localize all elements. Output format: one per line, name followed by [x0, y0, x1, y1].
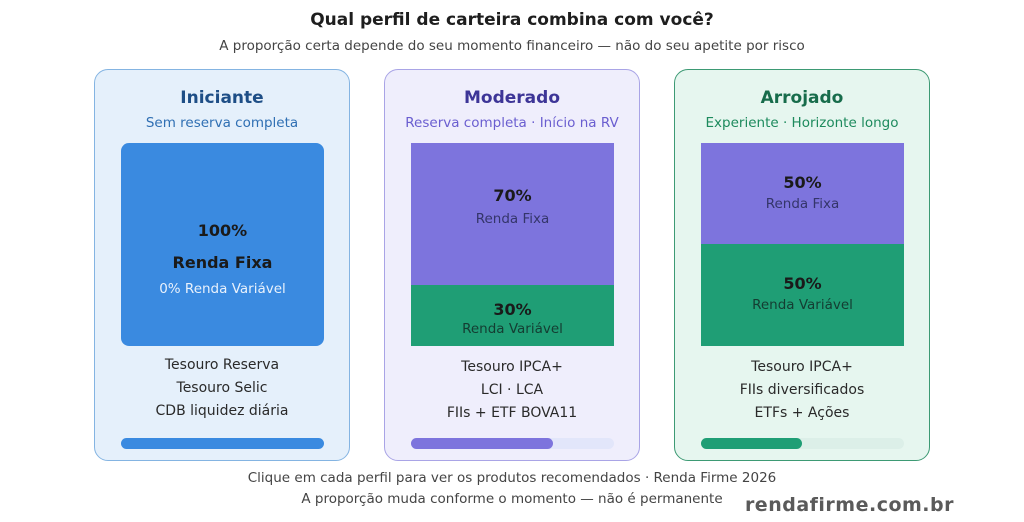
- profile-name: Moderado: [464, 88, 560, 108]
- product-item: CDB liquidez diária: [155, 403, 289, 419]
- product-item: Tesouro Selic: [176, 380, 268, 396]
- product-item: Tesouro Reserva: [164, 357, 280, 373]
- page-subtitle: A proporção certa depende do seu momento…: [219, 38, 805, 54]
- product-item: FIIs + ETF BOVA11: [446, 405, 578, 421]
- profile-subtitle: Sem reserva completa: [145, 115, 299, 131]
- fixed-income-percent: 50%: [783, 173, 822, 192]
- allocation-stack: 50% Renda Fixa 50% Renda Variável: [701, 143, 904, 346]
- allocation-block: 100% Renda Fixa 0% Renda Variável: [121, 143, 324, 346]
- allocation-progress-fill: [701, 438, 802, 449]
- product-item: Tesouro IPCA+: [461, 359, 563, 375]
- profile-name: Iniciante: [180, 88, 264, 108]
- page-title: Qual perfil de carteira combina com você…: [310, 10, 714, 30]
- profile-card-moderado[interactable]: Moderado Reserva completa · Início na RV…: [384, 69, 640, 461]
- allocation-progress-bar: [411, 438, 614, 449]
- allocation-note: 0% Renda Variável: [159, 281, 286, 297]
- product-item: FIIs diversificados: [739, 382, 865, 398]
- profile-card-arrojado[interactable]: Arrojado Experiente · Horizonte longo 50…: [674, 69, 930, 461]
- variable-income-percent: 50%: [783, 274, 822, 293]
- brand-watermark: rendafirme.com.br: [744, 494, 954, 516]
- variable-income-segment: 30% Renda Variável: [411, 285, 614, 346]
- profile-name: Arrojado: [760, 88, 844, 108]
- fixed-income-percent: 70%: [493, 186, 532, 205]
- variable-income-segment: 50% Renda Variável: [701, 244, 904, 346]
- profile-subtitle: Experiente · Horizonte longo: [705, 115, 899, 131]
- allocation-percent: 100%: [197, 221, 248, 240]
- allocation-progress-fill: [411, 438, 553, 449]
- footer-note: A proporção muda conforme o momento — nã…: [301, 491, 723, 507]
- variable-income-label: Renda Variável: [752, 297, 853, 313]
- allocation-progress-bar: [121, 438, 324, 449]
- allocation-stack: 70% Renda Fixa 30% Renda Variável: [411, 143, 614, 346]
- variable-income-percent: 30%: [493, 300, 532, 319]
- allocation-label: Renda Fixa: [172, 253, 273, 272]
- fixed-income-segment: 50% Renda Fixa: [701, 143, 904, 244]
- product-item: ETFs + Ações: [754, 405, 850, 421]
- footer-instruction: Clique em cada perfil para ver os produt…: [247, 470, 777, 486]
- product-item: Tesouro IPCA+: [751, 359, 853, 375]
- fixed-income-label: Renda Fixa: [765, 196, 840, 212]
- profile-card-iniciante[interactable]: Iniciante Sem reserva completa 100% Rend…: [94, 69, 350, 461]
- variable-income-label: Renda Variável: [462, 321, 563, 337]
- profile-subtitle: Reserva completa · Início na RV: [405, 115, 619, 131]
- fixed-income-segment: 70% Renda Fixa: [411, 143, 614, 285]
- product-item: LCI · LCA: [480, 382, 544, 398]
- allocation-progress-bar: [701, 438, 904, 449]
- fixed-income-label: Renda Fixa: [475, 211, 550, 227]
